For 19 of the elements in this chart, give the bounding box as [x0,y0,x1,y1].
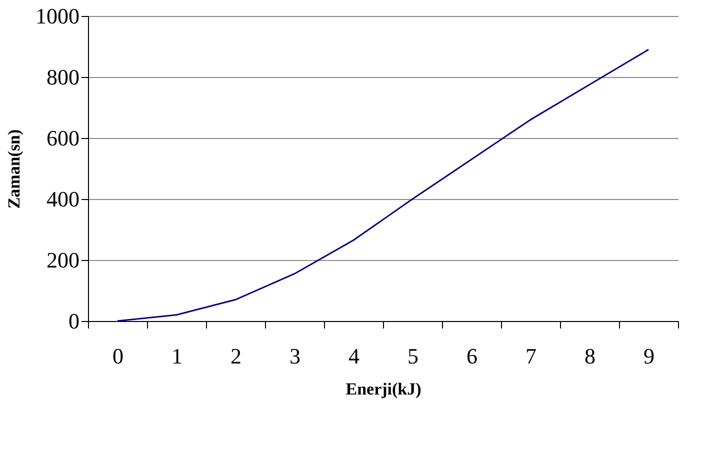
y-tick-label: 1000 [36,4,80,28]
y-tick-label: 800 [46,64,80,90]
x-tick-label: 8 [584,344,596,368]
x-tick-label: 5 [408,344,418,368]
x-tick-label: 3 [290,344,300,368]
y-tick-label: 200 [46,248,80,272]
line-series [116,48,650,322]
y-tick-label: 400 [46,186,80,212]
x-tick-label: 9 [644,344,654,368]
x-tick-label: 1 [172,344,182,368]
x-tick-label: 6 [466,344,478,368]
y-axis-title: Zaman(sn) [4,129,24,209]
x-axis-title: Enerji(kJ) [346,380,422,398]
x-tick-label: 0 [112,344,124,368]
x-tick-label: 2 [230,344,242,368]
x-tick-label: 4 [348,344,360,368]
y-tick-label: 600 [46,126,80,150]
x-tick-label: 7 [526,344,536,368]
y-tick-label: 0 [68,308,80,334]
